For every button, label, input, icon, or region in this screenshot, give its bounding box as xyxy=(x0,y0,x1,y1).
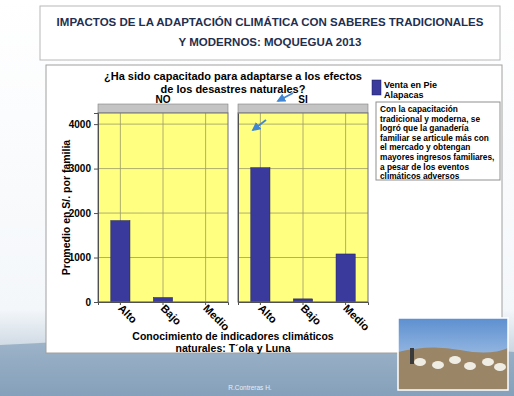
panel-strip xyxy=(238,104,368,113)
legend: Venta en PieAlapacas xyxy=(372,80,437,100)
y-tick-mark xyxy=(94,124,98,125)
bar xyxy=(153,298,172,302)
panel-subtitle: SI xyxy=(298,94,308,105)
panel-strip xyxy=(98,104,228,113)
panel: SI Alto Bajo Medio xyxy=(238,94,372,334)
photo-alpaca xyxy=(464,362,476,370)
photo-alpaca xyxy=(432,361,444,369)
legend-label: Venta en PieAlapacas xyxy=(384,80,437,100)
x-grid xyxy=(163,113,164,302)
text-line: a pesar de los eventos xyxy=(380,162,469,172)
y-tick-mark xyxy=(94,213,98,214)
chart-title: de los desastres naturales? xyxy=(161,83,306,95)
x-axis: Alto Bajo Medio xyxy=(239,302,373,333)
y-tick-label: 1000 xyxy=(69,252,92,263)
y-tick-mark xyxy=(94,258,98,259)
slide: IMPACTOS DE LA ADAPTACIÓN CLIMÁTICA CON … xyxy=(0,0,514,396)
y-tick-label: 2000 xyxy=(69,208,92,219)
y-axis-line xyxy=(238,114,239,303)
text-line: familiar se articule más con xyxy=(380,133,489,143)
y-tick-label: 0 xyxy=(85,297,91,308)
y-tick: 0 xyxy=(85,297,98,308)
plot-area xyxy=(238,113,368,302)
y-tick: 1000 xyxy=(69,252,98,263)
y-tick: 4000 xyxy=(69,119,98,130)
x-axis-title: naturales: T´ola y Luna xyxy=(176,342,291,354)
text-line: climáticos adversos xyxy=(380,171,460,181)
plot-border xyxy=(98,113,228,302)
chart-title: ¿Ha sido capacitado para adaptarse a los… xyxy=(104,70,362,83)
arrow xyxy=(278,93,293,101)
title: IMPACTOS DE LA ADAPTACIÓN CLIMÁTICA CON … xyxy=(57,16,484,28)
text-line: Con la capacitación xyxy=(380,104,458,114)
text-line: Alapacas xyxy=(384,90,424,100)
text-line: Venta en Pie xyxy=(384,80,437,90)
bars xyxy=(251,168,355,302)
legend-swatch xyxy=(372,80,381,95)
photo-person xyxy=(410,348,414,364)
text-line: el mercado y obtengan xyxy=(380,142,470,152)
x-tick-label: Bajo xyxy=(159,302,185,328)
photo-alpaca xyxy=(494,363,506,371)
panel: NO 0 1000 2000 3000 4000 Alto Bajo Medio xyxy=(69,94,233,334)
bar xyxy=(336,254,355,302)
y-tick-label: 4000 xyxy=(69,119,92,130)
y-axis: 0 1000 2000 3000 4000 xyxy=(69,114,99,308)
x-axis: Alto Bajo Medio xyxy=(99,302,233,333)
y-tick-mark xyxy=(94,302,98,303)
text-line: mayores ingresos familiares, xyxy=(380,152,494,162)
grid xyxy=(98,113,228,302)
y-tick: 2000 xyxy=(69,208,98,219)
bar xyxy=(111,221,130,302)
x-tick-label: Alto xyxy=(256,302,280,326)
bars xyxy=(111,221,173,302)
y-tick: 3000 xyxy=(69,163,98,174)
text-line: logró que la ganadería xyxy=(380,123,469,133)
y-tick-label: 3000 xyxy=(69,163,92,174)
x-tick-label: Medio xyxy=(341,302,372,333)
x-tick: Alto xyxy=(116,302,140,326)
y-tick-mark xyxy=(94,169,98,170)
y-axis-line xyxy=(94,114,99,303)
x-tick: Alto xyxy=(256,302,280,326)
grid xyxy=(238,113,368,302)
chart-frame xyxy=(46,65,502,353)
panel-subtitle: NO xyxy=(156,94,171,105)
title: Y MODERNOS: MOQUEGUA 2013 xyxy=(179,36,362,48)
x-tick-label: Alto xyxy=(116,302,140,326)
x-axis-title: Conocimiento de indicadores climáticos xyxy=(132,330,333,342)
x-tick: Medio xyxy=(341,302,372,333)
y-axis xyxy=(238,114,240,303)
y-axis-title: Promedio en S/. por familia xyxy=(60,140,72,276)
title-box xyxy=(40,6,500,60)
background xyxy=(0,0,514,396)
credit: R.Contreras H. xyxy=(228,384,272,391)
arrow xyxy=(253,120,266,130)
x-tick: Bajo xyxy=(159,302,185,328)
plot-area xyxy=(98,113,228,302)
x-tick: Bajo xyxy=(299,302,325,328)
bar xyxy=(251,168,270,302)
photo-alpaca xyxy=(449,356,461,364)
photo-alpaca xyxy=(414,358,426,366)
text-line: tradicional y moderna, se xyxy=(380,114,480,124)
x-tick-label: Medio xyxy=(201,302,232,333)
photo-ground xyxy=(398,347,508,390)
photo-alpaca xyxy=(482,358,494,366)
annotation-box xyxy=(376,102,500,180)
x-grid xyxy=(205,113,206,302)
x-grid xyxy=(303,113,304,302)
x-tick-label: Bajo xyxy=(299,302,325,328)
photo-frame xyxy=(398,318,508,390)
annotation: Con la capacitacióntradicional y moderna… xyxy=(380,104,494,181)
plot-border xyxy=(238,113,368,302)
photo-sky xyxy=(398,318,508,390)
photo xyxy=(398,318,508,390)
x-tick: Medio xyxy=(201,302,232,333)
